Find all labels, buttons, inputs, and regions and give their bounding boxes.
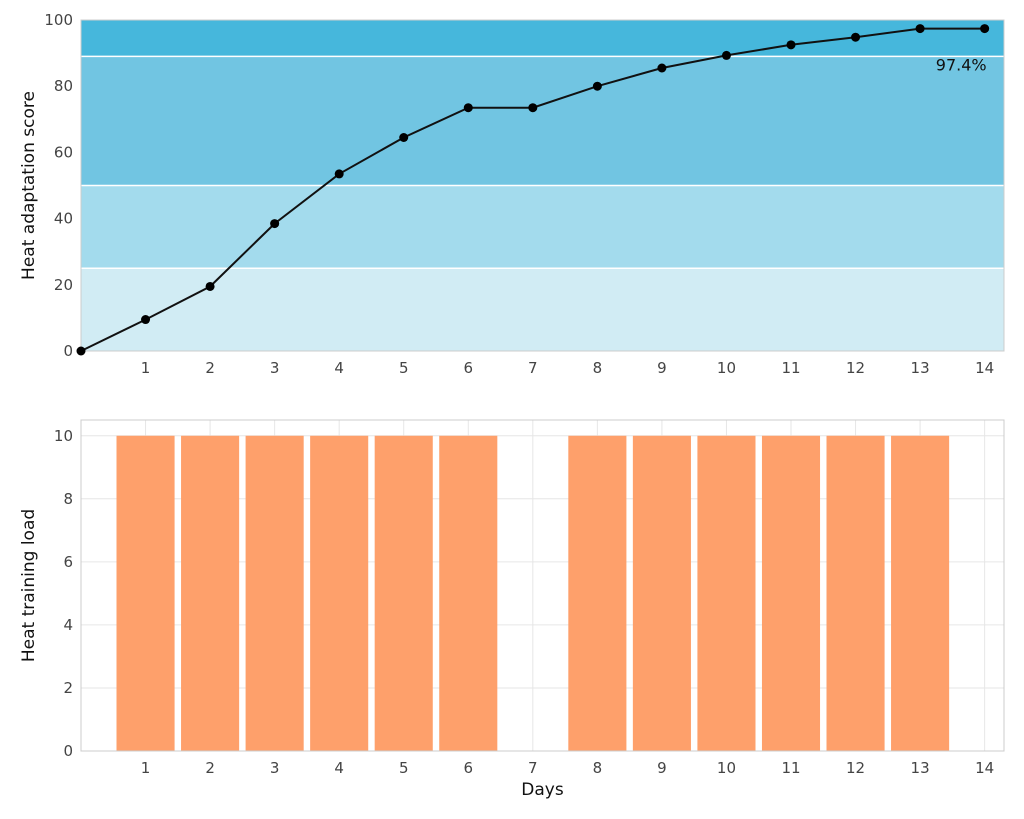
score-x-tick-label: 13 <box>911 359 930 377</box>
load-x-tick-label: 12 <box>846 759 865 777</box>
score-plot-frame <box>80 19 1005 352</box>
load-bar <box>181 435 240 751</box>
load-y-tick-label: 0 <box>63 742 73 760</box>
final-score-label: 97.4% <box>936 56 987 75</box>
score-x-tick-label: 2 <box>205 359 215 377</box>
load-y-axis: 0 2 4 6 8 10 <box>54 427 73 760</box>
score-point <box>592 81 602 91</box>
score-x-tick-label: 14 <box>975 359 994 377</box>
load-plot-frame <box>80 419 1005 752</box>
score-y-tick-label: 80 <box>54 77 73 95</box>
load-x-axis: 1 2 3 4 5 6 7 8 9 10 11 12 13 14 <box>141 759 994 777</box>
load-bar <box>891 435 950 751</box>
score-point <box>851 32 861 42</box>
score-x-tick-label: 9 <box>657 359 667 377</box>
load-x-tick-label: 8 <box>593 759 603 777</box>
load-bars <box>116 435 950 751</box>
score-point <box>721 50 731 60</box>
load-y-axis-title: Heat training load <box>19 509 39 662</box>
score-x-axis: 1 2 3 4 5 6 7 8 9 10 11 12 13 14 <box>141 359 994 377</box>
score-point <box>786 40 796 50</box>
score-y-tick-label: 60 <box>54 143 73 161</box>
load-x-tick-label: 1 <box>141 759 151 777</box>
load-bar <box>245 435 304 751</box>
score-x-tick-label: 8 <box>593 359 603 377</box>
load-x-tick-label: 13 <box>911 759 930 777</box>
score-point <box>76 346 86 356</box>
score-point <box>141 315 151 325</box>
load-x-tick-label: 7 <box>528 759 538 777</box>
score-band-3 <box>81 56 1004 186</box>
score-bands <box>81 20 1004 351</box>
score-x-tick-label: 4 <box>334 359 344 377</box>
score-y-axis-title: Heat adaptation score <box>19 91 39 280</box>
load-bar <box>568 435 627 751</box>
load-x-tick-label: 4 <box>334 759 344 777</box>
load-x-axis-title: Days <box>521 780 564 800</box>
load-bar <box>439 435 498 751</box>
load-x-tick-label: 5 <box>399 759 409 777</box>
load-y-tick-label: 8 <box>63 490 73 508</box>
load-bar <box>374 435 433 751</box>
score-points <box>76 24 990 356</box>
load-bar <box>697 435 756 751</box>
score-point <box>334 169 344 179</box>
load-x-tick-label: 6 <box>463 759 473 777</box>
score-point <box>463 103 473 113</box>
load-x-tick-label: 10 <box>717 759 736 777</box>
load-y-tick-label: 4 <box>63 616 73 634</box>
score-band-4 <box>81 20 1004 57</box>
score-x-tick-label: 7 <box>528 359 538 377</box>
score-point <box>980 24 990 34</box>
score-point <box>270 219 280 229</box>
score-y-tick-label: 100 <box>44 11 73 29</box>
score-point <box>205 281 215 291</box>
score-x-tick-label: 10 <box>717 359 736 377</box>
score-point <box>399 133 409 143</box>
score-x-tick-label: 6 <box>463 359 473 377</box>
load-x-tick-label: 2 <box>205 759 215 777</box>
load-x-tick-label: 3 <box>270 759 280 777</box>
score-band-2 <box>81 185 1004 269</box>
score-y-axis: 0 20 40 60 80 100 <box>44 11 73 360</box>
score-y-tick-label: 0 <box>63 342 73 360</box>
load-y-tick-label: 10 <box>54 427 73 445</box>
score-point <box>528 103 538 113</box>
score-point <box>657 63 667 73</box>
score-x-tick-label: 5 <box>399 359 409 377</box>
score-y-tick-label: 40 <box>54 210 73 228</box>
score-band-1 <box>81 268 1004 351</box>
load-bar <box>632 435 691 751</box>
score-x-tick-label: 1 <box>141 359 151 377</box>
load-y-tick-label: 2 <box>63 679 73 697</box>
load-bar <box>310 435 369 751</box>
load-y-tick-label: 6 <box>63 553 73 571</box>
score-x-tick-label: 3 <box>270 359 280 377</box>
score-x-tick-label: 11 <box>781 359 800 377</box>
load-x-tick-label: 14 <box>975 759 994 777</box>
load-bar <box>116 435 175 751</box>
load-x-tick-label: 9 <box>657 759 667 777</box>
load-bar <box>761 435 821 751</box>
score-x-tick-label: 12 <box>846 359 865 377</box>
score-y-tick-label: 20 <box>54 276 73 294</box>
load-x-tick-label: 11 <box>781 759 800 777</box>
load-bar <box>826 435 885 751</box>
score-point <box>915 24 925 34</box>
